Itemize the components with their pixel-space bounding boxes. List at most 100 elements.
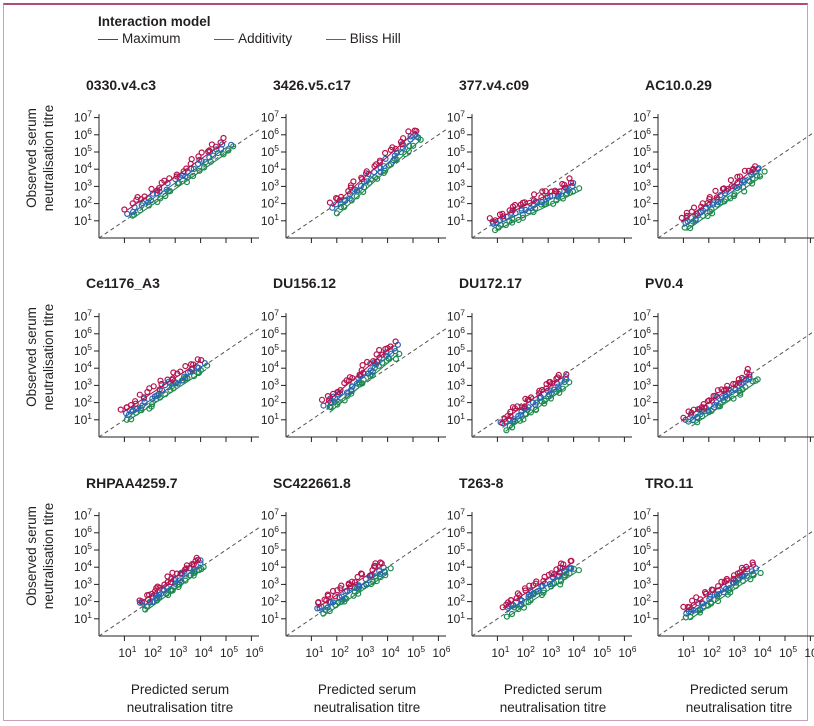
point-maximum bbox=[183, 165, 190, 172]
legend-label-additivity: Additivity bbox=[238, 31, 293, 46]
series-additivity bbox=[124, 141, 235, 217]
point-bliss-hill bbox=[154, 198, 161, 206]
point-additivity bbox=[407, 136, 414, 143]
point-maximum bbox=[141, 193, 148, 200]
point-maximum bbox=[358, 174, 365, 181]
panel-title: PV0.4 bbox=[645, 275, 683, 291]
x-axis-label-line2: neutralisation titre bbox=[314, 700, 421, 715]
y-tick-label: 104 bbox=[261, 359, 279, 375]
point-maximum bbox=[698, 203, 705, 210]
legend-label-maximum: Maximum bbox=[122, 31, 181, 46]
point-additivity bbox=[690, 607, 697, 614]
point-maximum bbox=[170, 369, 177, 376]
point-maximum bbox=[343, 377, 350, 384]
y-tick-label: 106 bbox=[633, 126, 651, 142]
point-additivity bbox=[357, 182, 365, 190]
point-maximum bbox=[539, 188, 546, 195]
point-additivity bbox=[163, 186, 170, 193]
point-maximum bbox=[530, 197, 538, 204]
y-tick-label: 104 bbox=[74, 160, 92, 176]
y-tick-label: 103 bbox=[633, 575, 651, 591]
series-maximum bbox=[499, 371, 570, 427]
point-maximum bbox=[324, 591, 331, 598]
x-tick-label: 105 bbox=[407, 644, 425, 660]
y-tick-label: 107 bbox=[74, 109, 92, 125]
point-additivity bbox=[329, 204, 336, 211]
identity-reference-line bbox=[98, 129, 260, 239]
identity-reference-line bbox=[657, 330, 814, 438]
point-additivity bbox=[145, 199, 152, 206]
point-bliss-hill bbox=[333, 210, 340, 217]
point-bliss-hill bbox=[200, 563, 207, 571]
point-maximum bbox=[683, 212, 691, 219]
y-tick-label: 102 bbox=[633, 195, 651, 211]
legend-item-maximum: Maximum bbox=[98, 31, 181, 46]
x-tick-label: 101 bbox=[118, 644, 136, 660]
point-maximum bbox=[702, 590, 709, 597]
point-maximum bbox=[338, 582, 345, 589]
x-axis-label-line2: neutralisation titre bbox=[127, 700, 234, 715]
y-tick-label: 105 bbox=[447, 143, 465, 159]
x-tick-label: 104 bbox=[568, 644, 586, 660]
point-bliss-hill bbox=[331, 399, 338, 406]
y-tick-label: 104 bbox=[261, 558, 279, 574]
panel-title: SC422661.8 bbox=[273, 475, 351, 491]
y-tick-label: 105 bbox=[633, 541, 651, 557]
point-additivity bbox=[355, 582, 362, 589]
y-tick-label: 107 bbox=[74, 507, 92, 523]
point-bliss-hill bbox=[502, 221, 509, 229]
point-maximum bbox=[156, 584, 163, 591]
legend-swatch-additivity bbox=[214, 38, 235, 40]
point-maximum bbox=[714, 583, 722, 590]
point-additivity bbox=[709, 201, 717, 208]
point-additivity bbox=[741, 177, 748, 184]
series-line-additivity bbox=[688, 378, 753, 423]
point-additivity bbox=[546, 580, 554, 588]
point-maximum bbox=[194, 356, 201, 363]
point-bliss-hill bbox=[508, 610, 516, 618]
y-tick-label: 102 bbox=[74, 195, 92, 211]
point-additivity bbox=[181, 373, 188, 380]
point-maximum bbox=[378, 560, 385, 567]
point-bliss-hill bbox=[348, 390, 355, 397]
point-maximum bbox=[190, 361, 197, 368]
legend-swatch-maximum bbox=[98, 38, 118, 40]
point-maximum bbox=[708, 586, 715, 593]
series-bliss-hill bbox=[142, 563, 207, 613]
y-tick-label: 102 bbox=[633, 593, 651, 609]
y-tick-label: 103 bbox=[447, 376, 465, 392]
series-additivity bbox=[489, 179, 577, 228]
series-line-bliss-hill bbox=[132, 149, 232, 220]
point-bliss-hill bbox=[341, 397, 348, 404]
x-axis-label-line1: Predicted serum bbox=[690, 682, 788, 697]
series-bliss-hill bbox=[685, 376, 761, 427]
point-maximum bbox=[486, 215, 493, 222]
point-bliss-hill bbox=[515, 605, 522, 613]
point-maximum bbox=[736, 173, 744, 180]
y-tick-label: 106 bbox=[261, 325, 279, 341]
point-additivity bbox=[510, 416, 517, 423]
point-maximum bbox=[150, 383, 157, 390]
point-bliss-hill bbox=[761, 168, 768, 175]
x-tick-label: 105 bbox=[220, 644, 238, 660]
y-tick-label: 106 bbox=[633, 325, 651, 341]
point-additivity bbox=[338, 593, 345, 600]
x-tick-label: 106 bbox=[618, 644, 636, 660]
x-tick-label: 102 bbox=[144, 644, 162, 660]
point-bliss-hill bbox=[191, 372, 198, 380]
point-bliss-hill bbox=[756, 173, 764, 180]
point-maximum bbox=[561, 181, 568, 188]
y-tick-label: 102 bbox=[261, 593, 279, 609]
x-tick-label: 106 bbox=[432, 644, 450, 660]
point-maximum bbox=[332, 593, 339, 600]
point-bliss-hill bbox=[214, 150, 222, 157]
point-maximum bbox=[376, 157, 383, 164]
point-bliss-hill bbox=[730, 395, 737, 402]
y-tick-label: 104 bbox=[261, 160, 279, 176]
point-bliss-hill bbox=[326, 403, 333, 410]
y-tick-label: 106 bbox=[261, 126, 279, 142]
series-additivity bbox=[122, 360, 208, 418]
point-additivity bbox=[124, 210, 131, 217]
point-additivity bbox=[518, 597, 526, 604]
